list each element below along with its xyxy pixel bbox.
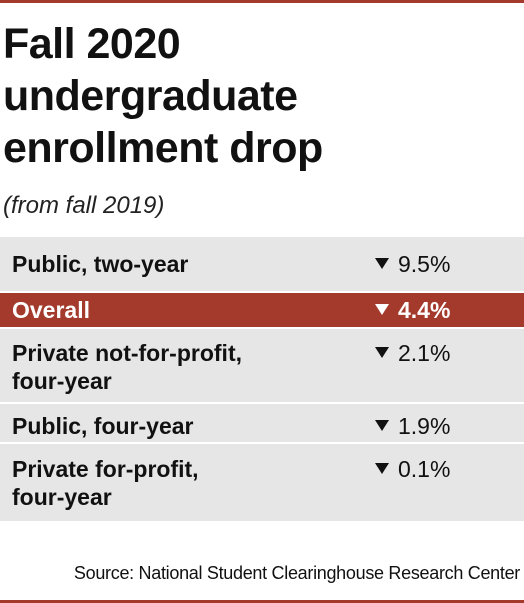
title-line: enrollment drop bbox=[3, 124, 323, 172]
category-label: Private not-for-profit, four-year bbox=[12, 339, 242, 395]
percent-value: 9.5% bbox=[398, 251, 451, 277]
category-label-line: four-year bbox=[12, 368, 112, 394]
percent-value: 0.1% bbox=[398, 456, 451, 482]
value-label: 1.9% bbox=[375, 412, 450, 440]
table-row: Private for-profit, four-year 0.1% bbox=[0, 442, 524, 521]
percent-value: 4.4% bbox=[398, 297, 451, 323]
title-line: undergraduate bbox=[3, 72, 298, 120]
top-rule bbox=[0, 0, 524, 3]
value-label: 4.4% bbox=[375, 296, 450, 324]
category-label: Public, four-year bbox=[12, 412, 193, 440]
enrollment-table: Public, two-year 9.5% Overall 4.4% Private n… bbox=[0, 237, 524, 521]
value-label: 9.5% bbox=[375, 250, 450, 278]
category-label-line: four-year bbox=[12, 484, 112, 510]
down-triangle-icon bbox=[375, 258, 389, 269]
category-label-line: Public, four-year bbox=[12, 413, 194, 439]
percent-value: 1.9% bbox=[398, 413, 451, 439]
category-label: Public, two-year bbox=[12, 250, 188, 278]
table-row: Public, four-year 1.9% bbox=[0, 402, 524, 442]
table-row: Overall 4.4% bbox=[0, 291, 524, 327]
value-label: 0.1% bbox=[375, 455, 450, 483]
down-triangle-icon bbox=[375, 420, 389, 431]
value-label: 2.1% bbox=[375, 339, 450, 367]
category-label-line: Public, two-year bbox=[12, 251, 189, 277]
down-triangle-icon bbox=[375, 347, 389, 358]
source-note: Source: National Student Clearinghouse R… bbox=[73, 563, 520, 583]
percent-value: 2.1% bbox=[398, 340, 451, 366]
category-label-line: Private not-for-profit, bbox=[12, 340, 242, 366]
table-row: Private not-for-profit, four-year 2.1% bbox=[0, 327, 524, 402]
chart-title: Fall 2020 undergraduate enrollment drop bbox=[3, 18, 518, 174]
down-triangle-icon bbox=[375, 463, 389, 474]
title-line: Fall 2020 bbox=[3, 20, 181, 68]
table-row: Public, two-year 9.5% bbox=[0, 237, 524, 291]
bottom-rule bbox=[0, 600, 524, 603]
category-label: Overall bbox=[12, 296, 90, 324]
down-triangle-icon bbox=[375, 304, 389, 315]
category-label-line: Private for-profit, bbox=[12, 456, 199, 482]
category-label: Private for-profit, four-year bbox=[12, 455, 199, 511]
category-label-line: Overall bbox=[12, 297, 90, 323]
chart-subtitle: (from fall 2019) bbox=[3, 192, 165, 219]
